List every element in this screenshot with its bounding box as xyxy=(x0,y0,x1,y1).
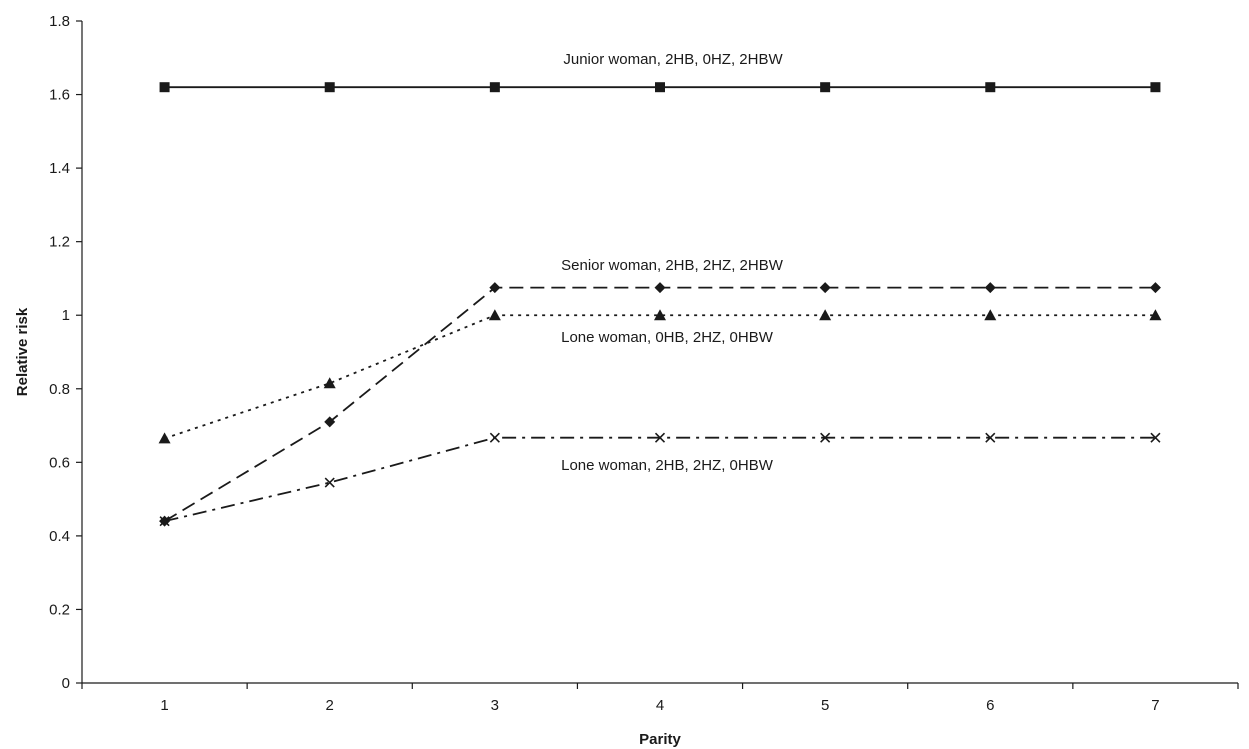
data-point-triangle xyxy=(1149,309,1162,321)
x-tick-label: 4 xyxy=(656,697,664,714)
data-point-x xyxy=(324,477,335,488)
data-point-square xyxy=(1150,82,1161,93)
data-point-diamond xyxy=(984,282,996,294)
data-point-x xyxy=(1150,432,1161,443)
x-tick-label: 3 xyxy=(491,697,499,714)
data-point-triangle xyxy=(323,377,336,389)
y-tick-label: 1.8 xyxy=(49,13,70,30)
data-point-x xyxy=(654,432,666,443)
data-point-diamond xyxy=(1149,282,1161,294)
data-point-diamond xyxy=(489,282,501,294)
data-point-square xyxy=(655,82,665,93)
series-label-lone-woman-0hb: Lone woman, 0HB, 2HZ, 0HBW xyxy=(561,329,774,346)
y-tick-label: 0.6 xyxy=(49,454,70,471)
x-tick-label: 2 xyxy=(326,697,334,714)
data-point-triangle xyxy=(819,309,832,321)
y-tick-label: 1.4 xyxy=(49,160,70,177)
x-axis-ticks: 1 2 3 4 5 6 7 xyxy=(81,683,1239,714)
plot-area: 0 0.2 0.4 0.6 0.8 1 1.2 1.4 1.6 1.8 1 2 3 4 5 6 7 Junio… xyxy=(49,13,1239,714)
series-layer xyxy=(158,82,1162,527)
series-lone-woman-0hb-2hz-0hbw xyxy=(158,309,1162,444)
data-point-triangle xyxy=(984,309,997,321)
y-tick-label: 0.4 xyxy=(49,528,70,545)
y-tick-label: 0 xyxy=(62,675,70,692)
y-tick-label: 1.2 xyxy=(49,234,70,251)
series-line xyxy=(164,436,1156,523)
series-label-senior-woman: Senior woman, 2HB, 2HZ, 2HBW xyxy=(561,257,784,274)
data-point-square xyxy=(324,82,335,93)
x-tick-label: 5 xyxy=(821,697,829,714)
y-tick-label: 1.6 xyxy=(49,87,70,104)
data-point-square xyxy=(985,82,996,93)
x-axis-title: Parity xyxy=(639,731,681,748)
y-axis-title: Relative risk xyxy=(14,307,31,396)
series-lone-woman-2hb-2hz-0hbw xyxy=(159,432,1161,527)
x-tick-label: 6 xyxy=(986,697,994,714)
data-point-x xyxy=(489,432,500,443)
x-tick-label: 1 xyxy=(160,697,168,714)
data-point-x xyxy=(159,516,170,527)
data-point-triangle xyxy=(654,309,666,321)
x-tick-label: 7 xyxy=(1151,697,1159,714)
data-point-triangle xyxy=(158,432,171,444)
data-point-square xyxy=(489,82,500,93)
y-tick-label: 1 xyxy=(62,307,70,324)
y-axis-ticks: 0 0.2 0.4 0.6 0.8 1 1.2 1.4 1.6 1.8 xyxy=(49,13,82,692)
series-label-junior-woman: Junior woman, 2HB, 0HZ, 2HBW xyxy=(563,51,783,68)
data-point-diamond xyxy=(819,282,831,294)
y-tick-label: 0.2 xyxy=(49,601,70,618)
series-label-lone-woman-2hb: Lone woman, 2HB, 2HZ, 0HBW xyxy=(561,457,774,474)
y-tick-label: 0.8 xyxy=(49,381,70,398)
series-junior-woman-2hb-0hz-2hbw xyxy=(159,82,1161,93)
data-point-square xyxy=(159,82,170,93)
data-point-x xyxy=(820,432,831,443)
data-point-diamond xyxy=(654,282,666,294)
data-point-diamond xyxy=(324,416,336,428)
data-point-square xyxy=(820,82,831,93)
data-point-triangle xyxy=(488,309,501,321)
data-point-x xyxy=(985,432,996,443)
series-annotations: Junior woman, 2HB, 0HZ, 2HBW Senior woma… xyxy=(561,51,784,474)
